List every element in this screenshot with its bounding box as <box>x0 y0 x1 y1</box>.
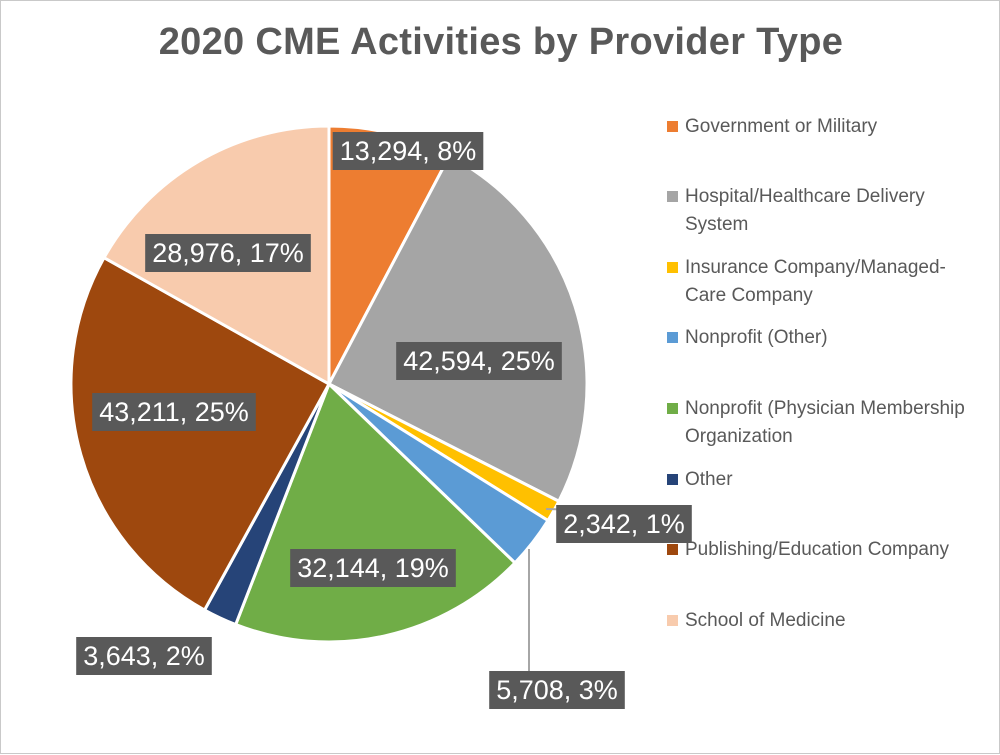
data-labels: 13,294, 8% 42,594, 25% 2,342, 1% 5,708, 3% 3… <box>76 132 692 709</box>
data-label-box <box>489 671 625 709</box>
legend-label: Hospital/Healthcare Delivery System <box>685 186 925 235</box>
data-label-text: 43,211, 25% <box>99 397 249 427</box>
legend-swatch <box>667 262 678 273</box>
legend-swatch <box>667 403 678 414</box>
data-label: 3,643, 2% <box>76 637 212 675</box>
legend-swatch <box>667 474 678 485</box>
data-label-text: 5,708, 3% <box>496 675 618 705</box>
legend-label: Insurance Company/Managed-Care Company <box>685 257 946 306</box>
legend-label: Nonprofit (Physician Membership Organiza… <box>685 398 965 447</box>
legend-swatch <box>667 332 678 343</box>
data-label-text: 3,643, 2% <box>83 641 205 671</box>
data-label-box <box>396 342 562 380</box>
legend-label: Government or Military <box>685 116 878 137</box>
data-label-text: 42,594, 25% <box>403 346 555 376</box>
data-label: 13,294, 8% <box>332 132 484 170</box>
pie-slice <box>327 154 589 503</box>
data-label-box <box>76 637 212 675</box>
legend-label: Other <box>685 469 733 490</box>
pie-slice <box>69 256 331 612</box>
data-label: 2,342, 1% <box>556 505 692 543</box>
legend-swatch <box>667 191 678 202</box>
data-label: 28,976, 17% <box>145 234 311 272</box>
data-label: 5,708, 3% <box>489 671 625 709</box>
legend-swatch <box>667 544 678 555</box>
legend-swatch <box>667 121 678 132</box>
data-label: 32,144, 19% <box>290 549 456 587</box>
data-label-box <box>145 234 311 272</box>
data-label-text: 2,342, 1% <box>563 509 685 539</box>
legend-swatch <box>667 615 678 626</box>
data-label-text: 13,294, 8% <box>340 136 477 166</box>
data-label-box <box>556 505 692 543</box>
data-label-text: 32,144, 19% <box>297 553 449 583</box>
data-label: 42,594, 25% <box>396 342 562 380</box>
data-label-box <box>332 132 484 170</box>
legend-label: School of Medicine <box>685 610 846 631</box>
data-label-box <box>290 549 456 587</box>
legend-label: Publishing/Education Company <box>685 539 950 560</box>
chart-title: 2020 CME Activities by Provider Type <box>158 21 844 63</box>
data-label-text: 28,976, 17% <box>152 238 304 268</box>
legend-label: Nonprofit (Other) <box>685 327 828 348</box>
data-label: 43,211, 25% <box>92 393 256 431</box>
data-label-box <box>92 393 256 431</box>
